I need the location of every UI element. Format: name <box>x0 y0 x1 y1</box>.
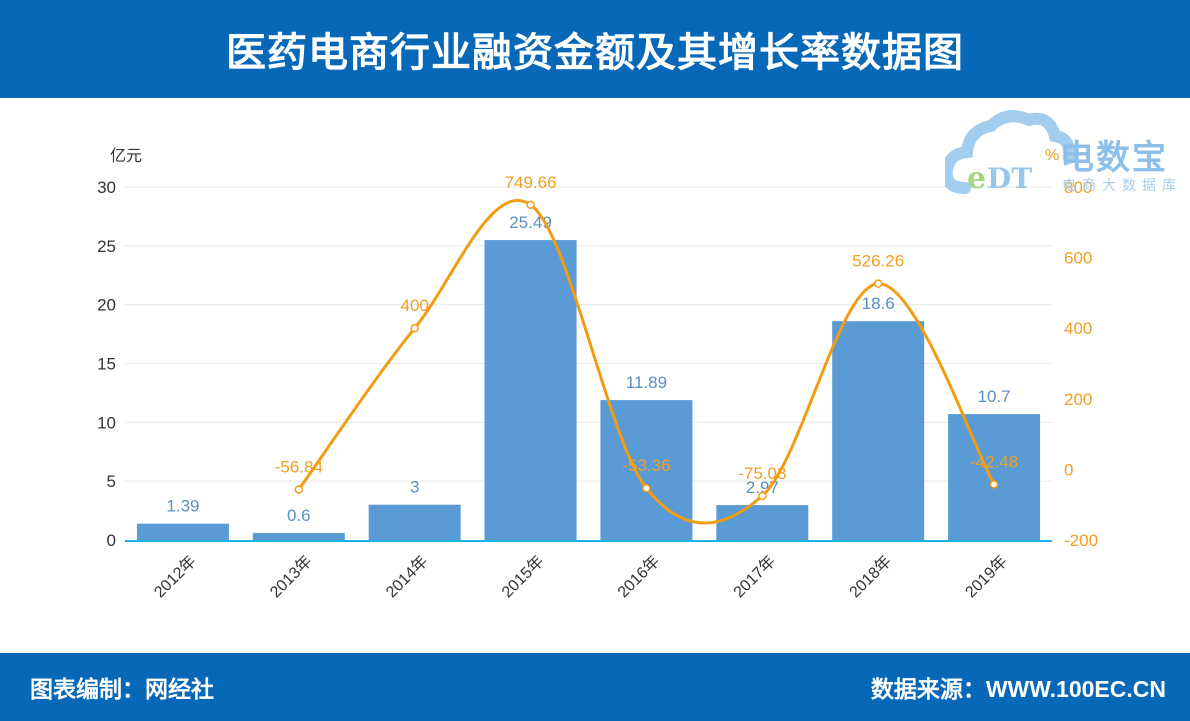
line-point[interactable] <box>758 491 767 501</box>
line-point[interactable] <box>642 483 651 493</box>
bar-value-label: 3 <box>410 478 419 497</box>
bar[interactable] <box>948 414 1041 540</box>
right-axis-label: % <box>1045 147 1059 164</box>
bar[interactable] <box>136 523 229 540</box>
combo-chart: 0 5 10 15 20 25 30 -200 0 200 400 600 800 亿元 % 1.39 0.6 3… <box>97 147 1098 601</box>
chart-title: 医药电商行业融资金额及其增长率数据图 <box>226 30 964 76</box>
bar[interactable] <box>368 504 461 540</box>
x-axis-tick: 2016年 <box>614 552 663 601</box>
bar[interactable] <box>484 240 577 540</box>
left-axis-tick: 20 <box>97 296 116 315</box>
svg-text:e: e <box>967 161 986 196</box>
svg-text:DT: DT <box>987 162 1032 195</box>
footer-compiled-by: 图表编制：网经社 <box>30 676 214 702</box>
bar-value-label: 18.6 <box>862 294 895 313</box>
x-axis-tick: 2015年 <box>498 552 547 601</box>
right-axis-tick: 600 <box>1064 249 1092 268</box>
title-banner: 医药电商行业融资金额及其增长率数据图 <box>0 0 1190 98</box>
line-point[interactable] <box>989 480 999 489</box>
bar-value-label: 0.6 <box>287 506 311 525</box>
x-axis-tick: 2018年 <box>846 552 895 601</box>
x-axis-tick: 2017年 <box>730 552 779 601</box>
watermark-brand: 电数宝 <box>1060 138 1168 178</box>
right-axis-tick: 800 <box>1064 178 1092 197</box>
chart-area: 0 5 10 15 20 25 30 -200 0 200 400 600 800 亿元% 1.39 0.6 3… <box>0 98 1190 653</box>
right-axis-tick: 200 <box>1064 390 1092 409</box>
x-axis-tick: 2014年 <box>382 552 431 601</box>
left-axis-tick: 10 <box>97 413 116 432</box>
bar-value-label: 10.7 <box>978 387 1011 406</box>
x-axis-tick: 2012年 <box>151 552 200 601</box>
watermark-subtitle: 电商大数据库 <box>1062 178 1182 194</box>
line-point[interactable] <box>873 279 883 288</box>
left-axis-tick: 25 <box>97 237 116 256</box>
line-value-label: -56.84 <box>275 457 323 476</box>
bar-value-label: 1.39 <box>166 497 199 516</box>
right-axis-tick: 400 <box>1064 319 1092 338</box>
bar-value-label: 11.89 <box>626 373 667 392</box>
right-axis-tick: -200 <box>1064 531 1098 550</box>
left-axis-tick: 0 <box>107 531 116 550</box>
left-axis-tick: 30 <box>97 178 116 197</box>
bar[interactable] <box>252 532 345 540</box>
cloud-logo-icon: e DT <box>945 110 1076 196</box>
x-axis-tick: 2013年 <box>266 552 315 601</box>
footer-banner: 图表编制：网经社 数据来源：WWW.100EC.CN <box>0 653 1190 721</box>
line-point[interactable] <box>410 323 419 333</box>
line-value-label: -75.03 <box>738 464 786 483</box>
line-value-label: -53.36 <box>622 456 670 475</box>
line-point[interactable] <box>526 200 535 210</box>
bar-value-label: 2.97 <box>746 478 779 497</box>
bar[interactable] <box>832 321 925 540</box>
line-point[interactable] <box>294 485 304 494</box>
line-value-label: 400 <box>401 296 429 315</box>
bar[interactable] <box>716 505 809 540</box>
left-axis-label: 亿元 <box>110 147 142 165</box>
left-axis-tick: 15 <box>97 355 116 374</box>
x-axis-tick: 2019年 <box>962 552 1011 601</box>
right-axis-tick: 0 <box>1064 460 1073 479</box>
line-value-label: -42.48 <box>970 452 1018 471</box>
footer-data-source: 数据来源：WWW.100EC.CN <box>870 676 1166 702</box>
line-value-label: 526.26 <box>852 252 904 271</box>
left-axis-tick: 5 <box>107 472 116 491</box>
line-value-label: 749.66 <box>505 173 557 192</box>
